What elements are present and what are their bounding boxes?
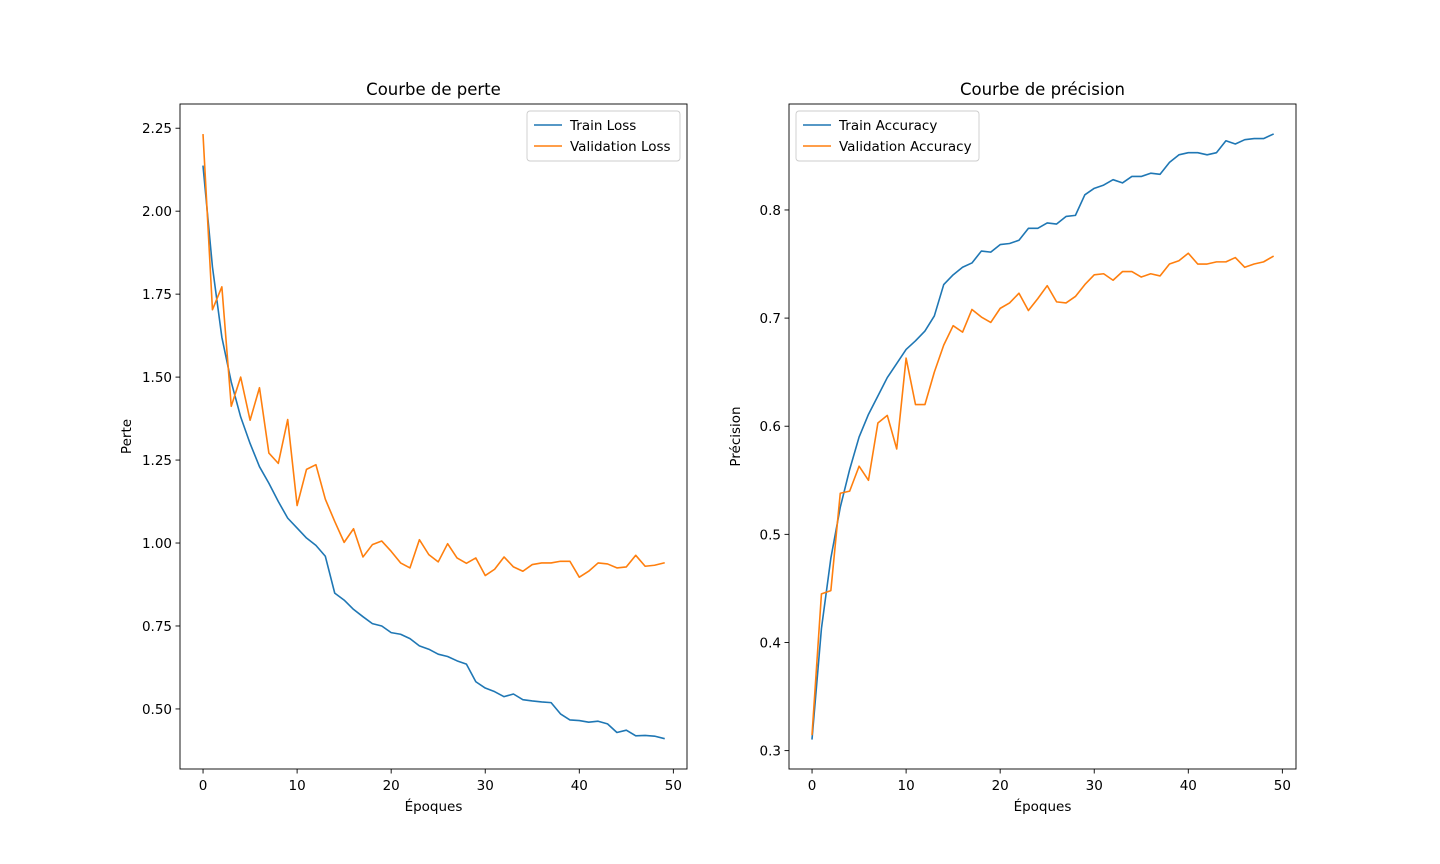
x-tick-label: 10 — [898, 778, 915, 794]
y-tick-label: 2.00 — [142, 204, 172, 220]
legend-entry: Train Loss — [569, 118, 636, 134]
y-tick-label: 2.25 — [142, 121, 172, 137]
chart-title: Courbe de perte — [366, 80, 501, 99]
legend: Train Accuracy Validation Accuracy — [795, 110, 980, 162]
y-tick-label: 0.75 — [142, 619, 172, 635]
y-tick-label: 0.5 — [760, 527, 781, 543]
chart-panel-1: 0 10 20 30 40 50 0.50 0.75 1.00 1.25 1.50 1.75 2.00 2… — [119, 80, 688, 815]
plot-frame — [788, 103, 1297, 770]
legend-entry: Train Accuracy — [838, 118, 937, 134]
x-tick-label: 30 — [1086, 778, 1103, 794]
chart-title: Courbe de précision — [960, 80, 1125, 99]
x-tick-label: 40 — [1180, 778, 1197, 794]
y-axis-label: Perte — [119, 419, 135, 454]
x-tick-label: 50 — [665, 778, 682, 794]
y-tick-label: 1.50 — [142, 370, 172, 386]
x-axis-label: Époques — [1014, 798, 1072, 815]
x-tick-label: 0 — [199, 778, 208, 794]
y-tick-label: 0.4 — [760, 635, 781, 651]
plot-frame — [179, 103, 688, 770]
x-tick-label: 30 — [477, 778, 494, 794]
y-tick-label: 0.8 — [760, 203, 781, 219]
legend-entry: Validation Loss — [570, 139, 671, 155]
x-tick-label: 50 — [1274, 778, 1291, 794]
y-tick-label: 0.3 — [760, 744, 781, 760]
x-tick-label: 10 — [289, 778, 306, 794]
y-tick-label: 1.75 — [142, 287, 172, 303]
y-tick-label: 0.50 — [142, 702, 172, 718]
legend-box — [526, 110, 681, 162]
legend-entry: Validation Accuracy — [839, 139, 972, 155]
series-line-validation-loss — [202, 134, 665, 579]
y-tick-label: 1.00 — [142, 536, 172, 552]
series-line-train-accuracy — [811, 133, 1275, 740]
legend: Train Loss Validation Loss — [526, 110, 681, 162]
x-tick-label: 0 — [808, 778, 817, 794]
x-tick-label: 20 — [992, 778, 1009, 794]
y-tick-label: 0.6 — [760, 419, 781, 435]
x-tick-label: 20 — [383, 778, 400, 794]
series-line-validation-accuracy — [811, 252, 1275, 736]
x-tick-label: 40 — [571, 778, 588, 794]
series-line-train-loss — [202, 165, 665, 740]
y-axis-label: Précision — [728, 406, 744, 466]
x-axis-label: Époques — [405, 798, 463, 815]
y-tick-label: 1.25 — [142, 453, 172, 469]
chart-panel-2: 0 10 20 30 40 50 0.3 0.4 0.5 0.6 0.7 0.8 Courbe de p… — [728, 80, 1297, 815]
y-tick-label: 0.7 — [760, 311, 781, 327]
legend-box — [795, 110, 980, 162]
